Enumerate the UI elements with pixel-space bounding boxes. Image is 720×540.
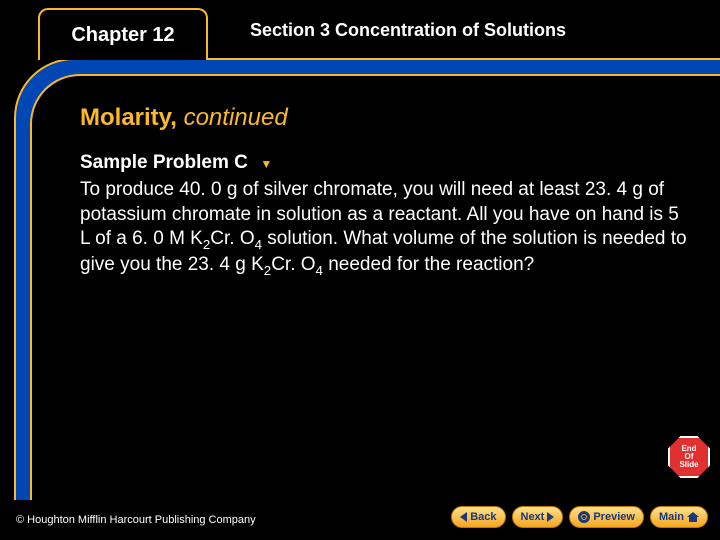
slide-title-suffix: continued (177, 104, 288, 131)
next-label: Next (521, 511, 545, 523)
content-panel-inner: Molarity, continued Sample Problem C ▼ T… (30, 74, 720, 500)
end-of-slide-badge: End Of Slide (668, 436, 710, 478)
dropdown-icon[interactable]: ▼ (260, 157, 272, 171)
main-button[interactable]: Main (650, 506, 708, 528)
chapter-tab: Chapter 12 (38, 8, 208, 60)
back-button[interactable]: Back (451, 506, 505, 528)
chapter-label: Chapter 12 (71, 24, 174, 47)
slide-title-main: Molarity, (80, 104, 177, 131)
section-title: Section 3 Concentration of Solutions (250, 20, 566, 41)
nav-bar: Back Next Preview Main (451, 506, 708, 528)
stop-sign-text: End Of Slide (679, 445, 698, 469)
sample-problem-heading: Sample Problem C (80, 152, 248, 173)
arrow-right-icon (547, 512, 554, 522)
slide-title: Molarity, continued (80, 104, 690, 132)
content-text-area: Molarity, continued Sample Problem C ▼ T… (32, 76, 720, 300)
preview-button[interactable]: Preview (569, 506, 644, 528)
next-button[interactable]: Next (512, 506, 564, 528)
home-icon (687, 512, 699, 522)
sample-problem-row: Sample Problem C ▼ (80, 152, 690, 174)
back-label: Back (470, 511, 496, 523)
content-panel-outer: Molarity, continued Sample Problem C ▼ T… (14, 58, 720, 500)
header-bar: Chapter 12 Section 3 Concentration of So… (0, 0, 720, 60)
copyright-text: © Houghton Mifflin Harcourt Publishing C… (16, 514, 256, 526)
preview-label: Preview (593, 511, 635, 523)
stop-sign-icon: End Of Slide (668, 436, 710, 478)
problem-body-text: To produce 40. 0 g of silver chromate, y… (80, 178, 690, 280)
main-label: Main (659, 511, 684, 523)
arrow-left-icon (460, 512, 467, 522)
preview-icon (578, 511, 590, 523)
